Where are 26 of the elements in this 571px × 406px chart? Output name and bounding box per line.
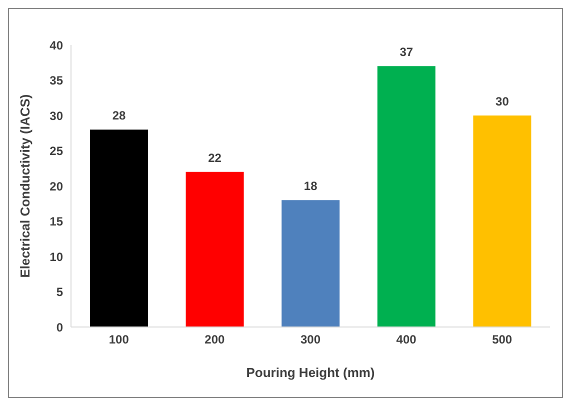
y-tick-label: 5	[56, 285, 64, 300]
y-tick-label: 35	[50, 74, 64, 88]
bar	[186, 172, 244, 327]
x-axis-title: Pouring Height (mm)	[246, 365, 375, 380]
y-tick-label: 10	[50, 250, 64, 264]
x-tick-label: 300	[300, 332, 321, 347]
y-tick-label: 40	[50, 38, 64, 52]
data-label: 37	[400, 45, 414, 60]
y-tick-label: 0	[56, 320, 64, 334]
data-label: 18	[304, 179, 318, 194]
data-label: 30	[496, 94, 510, 108]
x-tick-label: 400	[396, 332, 417, 347]
bar	[377, 66, 436, 327]
y-tick-label: 15	[50, 214, 64, 229]
y-tick-label: 30	[50, 108, 64, 123]
y-tick-label: 20	[50, 179, 64, 194]
data-label: 28	[112, 108, 126, 123]
x-tick-label: 500	[492, 332, 512, 347]
bar	[90, 130, 148, 327]
y-tick-label: 25	[50, 144, 64, 158]
data-label: 22	[208, 150, 222, 165]
x-tick-label: 200	[204, 332, 226, 347]
bar	[282, 200, 340, 327]
x-tick-label: 100	[108, 332, 130, 347]
y-axis-title: Electrical Conductivity (IACS)	[18, 94, 33, 278]
bar	[473, 116, 532, 327]
